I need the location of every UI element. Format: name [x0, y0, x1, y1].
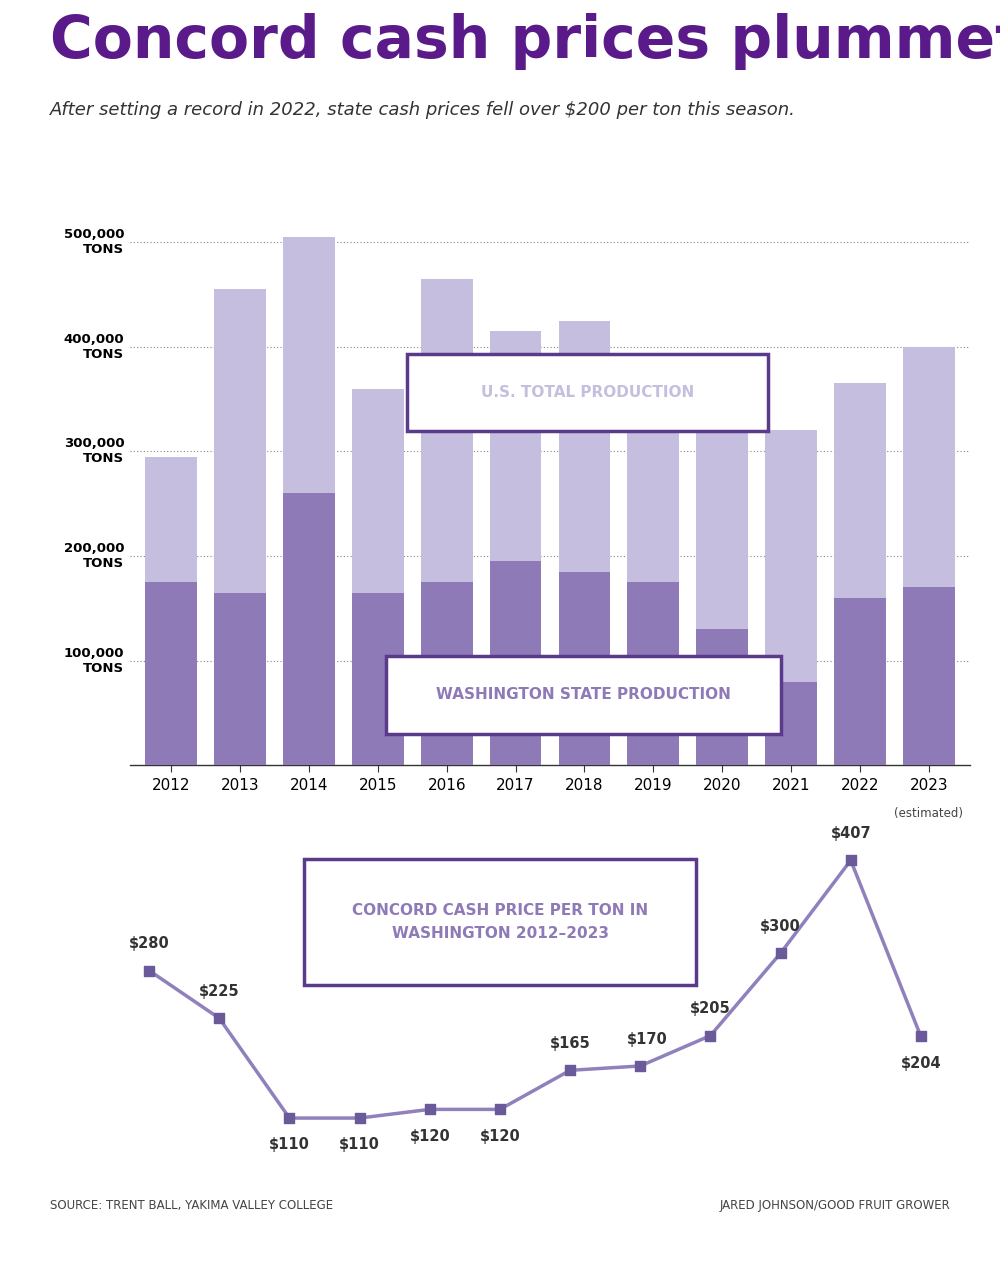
Bar	[283, 237, 335, 765]
Text: $280: $280	[129, 936, 169, 951]
Bar	[421, 582, 473, 765]
Point	[702, 1026, 718, 1046]
Point	[562, 1060, 578, 1080]
Text: $204: $204	[901, 1056, 941, 1071]
Point	[422, 1099, 438, 1120]
Text: $120: $120	[480, 1128, 520, 1144]
Bar	[903, 587, 955, 765]
Bar	[421, 278, 473, 765]
Point	[913, 1026, 929, 1046]
Text: $407: $407	[830, 826, 871, 841]
Text: $110: $110	[269, 1137, 310, 1152]
Bar	[834, 383, 886, 765]
Point	[843, 850, 859, 870]
Text: WASHINGTON STATE PRODUCTION: WASHINGTON STATE PRODUCTION	[436, 687, 731, 702]
Bar	[214, 290, 266, 765]
Bar	[145, 582, 197, 765]
Text: $110: $110	[339, 1137, 380, 1152]
FancyBboxPatch shape	[386, 657, 781, 734]
Bar	[559, 572, 610, 765]
Text: (estimated): (estimated)	[894, 807, 963, 820]
Bar	[559, 320, 610, 765]
Bar	[214, 592, 266, 765]
FancyBboxPatch shape	[407, 354, 768, 431]
Text: JARED JOHNSON/GOOD FRUIT GROWER: JARED JOHNSON/GOOD FRUIT GROWER	[719, 1199, 950, 1212]
Point	[211, 1008, 227, 1028]
Text: CONCORD CASH PRICE PER TON IN
WASHINGTON 2012–2023: CONCORD CASH PRICE PER TON IN WASHINGTON…	[352, 903, 648, 941]
Bar	[696, 362, 748, 765]
Text: $120: $120	[409, 1128, 450, 1144]
Text: After setting a record in 2022, state cash prices fell over $200 per ton this se: After setting a record in 2022, state ca…	[50, 101, 796, 119]
Point	[141, 960, 157, 980]
Text: $300: $300	[760, 918, 801, 934]
Text: Concord cash prices plummet: Concord cash prices plummet	[50, 13, 1000, 70]
Bar	[765, 430, 817, 765]
FancyBboxPatch shape	[304, 859, 696, 985]
Point	[492, 1099, 508, 1120]
Point	[773, 942, 789, 963]
Text: $205: $205	[690, 1001, 731, 1016]
Bar	[834, 598, 886, 765]
Point	[352, 1108, 368, 1128]
Text: U.S. TOTAL PRODUCTION: U.S. TOTAL PRODUCTION	[481, 385, 694, 400]
Bar	[627, 582, 679, 765]
Point	[632, 1056, 648, 1077]
Bar	[765, 682, 817, 765]
Bar	[696, 629, 748, 765]
Bar	[145, 457, 197, 765]
Bar	[627, 362, 679, 765]
Bar	[903, 347, 955, 765]
Text: SOURCE: TRENT BALL, YAKIMA VALLEY COLLEGE: SOURCE: TRENT BALL, YAKIMA VALLEY COLLEG…	[50, 1199, 333, 1212]
Bar	[490, 331, 541, 765]
Bar	[490, 562, 541, 765]
Point	[281, 1108, 297, 1128]
Text: $165: $165	[550, 1036, 590, 1051]
Bar	[352, 388, 404, 765]
Bar	[283, 493, 335, 765]
Text: $225: $225	[199, 984, 240, 999]
Text: $170: $170	[627, 1031, 668, 1046]
Bar	[352, 592, 404, 765]
